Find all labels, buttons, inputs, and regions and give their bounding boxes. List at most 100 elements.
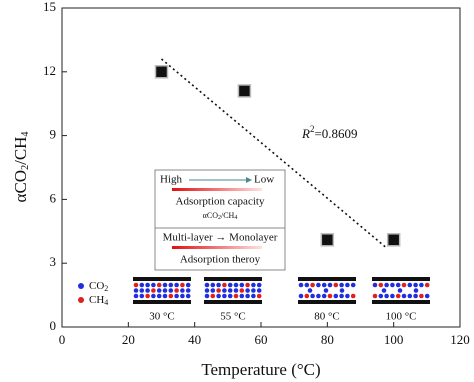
pore-molecule xyxy=(395,282,401,288)
data-point xyxy=(320,233,335,247)
pore-molecule xyxy=(413,282,418,288)
pore-molecule xyxy=(397,288,403,293)
x-tick-label: 0 xyxy=(59,332,66,347)
pore-molecule xyxy=(139,282,145,288)
pore-molecule xyxy=(251,282,256,288)
pore-molecule xyxy=(339,288,345,293)
trend-line xyxy=(160,58,388,249)
inset-sub-part: /CH xyxy=(221,211,235,220)
pore-molecule xyxy=(204,288,210,293)
pore-molecule xyxy=(304,282,310,288)
pore-molecule xyxy=(156,293,162,299)
pore-molecule xyxy=(251,293,256,299)
legend-dot xyxy=(78,297,84,303)
pore-molecule xyxy=(174,293,179,299)
pore-molecule xyxy=(407,293,413,299)
pore-molecule xyxy=(424,282,430,288)
pore-molecule xyxy=(180,288,185,293)
inset-layers: Multi-layer → Monolayer xyxy=(163,232,278,244)
pore-molecule xyxy=(395,293,401,299)
pore-molecule xyxy=(162,288,168,293)
r2-sup: 2 xyxy=(310,124,315,134)
x-tick-label: 60 xyxy=(255,332,268,347)
inset-sub-part: 2 xyxy=(218,215,221,221)
pore-molecule xyxy=(162,282,168,288)
pore-molecule xyxy=(156,282,162,288)
pore-molecule xyxy=(210,293,216,299)
pore-molecule xyxy=(327,282,333,288)
pore-wall xyxy=(372,277,430,281)
inset-low: Low xyxy=(254,174,274,186)
pore-molecule xyxy=(384,282,389,288)
data-point xyxy=(237,84,252,98)
pore-molecule xyxy=(185,288,191,293)
pore-molecule xyxy=(210,282,216,288)
pore-molecule xyxy=(256,293,262,299)
pore-molecule xyxy=(227,293,233,299)
pore-molecule xyxy=(424,293,430,299)
r2-symbol: R xyxy=(301,126,310,141)
inset: High Low Adsorption capacity αCO2/CH4 Mu… xyxy=(154,169,286,271)
pore-molecule xyxy=(222,282,227,288)
pore-molecule xyxy=(310,282,315,288)
data-point xyxy=(154,65,169,79)
pore-molecule xyxy=(133,288,139,293)
inset-sub-part: αCO xyxy=(203,211,219,220)
pore-molecule xyxy=(298,282,304,288)
y-axis-title: αCO2/CH4 xyxy=(11,132,31,203)
pore-molecule xyxy=(419,293,424,299)
pore-wall xyxy=(133,300,191,304)
inset-capacity-sub: αCO2/CH4 xyxy=(203,211,238,222)
inset-gradient xyxy=(172,246,262,249)
pore-molecule xyxy=(350,282,356,288)
pore-molecule xyxy=(339,293,344,299)
y-tick-label: 15 xyxy=(43,0,56,14)
pore-molecule xyxy=(390,282,395,288)
pore-molecule xyxy=(321,293,327,299)
pore-label: 100 °C xyxy=(386,311,417,323)
y-tick-label: 6 xyxy=(50,190,57,205)
pore-wall xyxy=(204,300,262,304)
pore-molecule xyxy=(251,288,256,293)
pore-molecule xyxy=(185,293,191,299)
x-tick-label: 80 xyxy=(321,332,334,347)
pore-molecule xyxy=(372,293,378,299)
pore-molecule xyxy=(350,293,356,299)
pore-molecule xyxy=(180,282,185,288)
pore-molecule xyxy=(216,282,221,288)
pore-molecule xyxy=(256,282,262,288)
x-tick-label: 100 xyxy=(384,332,404,347)
pore-molecule xyxy=(174,282,179,288)
pore-molecule xyxy=(185,282,191,288)
pore-molecule xyxy=(227,282,233,288)
pore-molecule xyxy=(307,288,313,293)
pore-wall xyxy=(372,300,430,304)
pore-molecule xyxy=(133,282,139,288)
pore-molecule xyxy=(345,293,350,299)
pore-wall xyxy=(133,277,191,281)
inset-capacity: Adsorption capacity xyxy=(176,196,265,208)
y-tick-label: 9 xyxy=(50,127,57,142)
inset-sub-part: 4 xyxy=(234,215,237,221)
pore-molecule xyxy=(245,282,250,288)
legend-label: CH4 xyxy=(89,294,108,307)
pore-molecule xyxy=(310,293,315,299)
pore-molecule xyxy=(216,293,221,299)
pore-molecule xyxy=(204,282,210,288)
pore-molecule xyxy=(245,288,250,293)
pore-molecule xyxy=(401,293,407,299)
x-tick-label: 20 xyxy=(122,332,135,347)
pore-molecule xyxy=(298,293,304,299)
legend-dot xyxy=(78,283,84,289)
pore-molecule xyxy=(168,293,174,299)
pore-label: 80 °C xyxy=(314,311,340,323)
pore-molecule xyxy=(227,288,233,293)
pore-molecule xyxy=(233,288,239,293)
pore-molecule xyxy=(333,293,339,299)
inset-high: High xyxy=(160,174,183,186)
pore-molecule xyxy=(216,288,221,293)
pore-molecule xyxy=(222,293,227,299)
x-tick-label: 40 xyxy=(188,332,201,347)
